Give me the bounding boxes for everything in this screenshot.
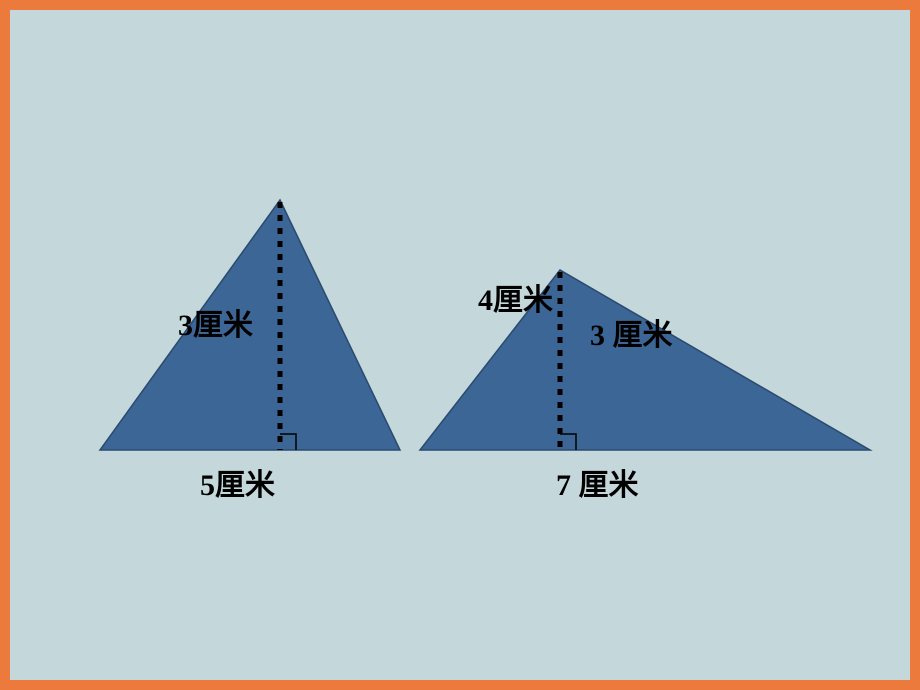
background [10, 10, 910, 680]
diagram-frame: 3厘米 5厘米 4厘米 3 厘米 7 厘米 [0, 0, 920, 690]
triangle-1-base-label: 5厘米 [200, 469, 275, 502]
triangle-1-height-label: 3厘米 [178, 309, 253, 342]
triangle-2-side-label: 4厘米 [478, 284, 553, 317]
diagram-svg: 3厘米 5厘米 4厘米 3 厘米 7 厘米 [0, 0, 920, 690]
triangle-2-base-label: 7 厘米 [556, 469, 639, 502]
triangle-2-height-label: 3 厘米 [590, 319, 673, 352]
